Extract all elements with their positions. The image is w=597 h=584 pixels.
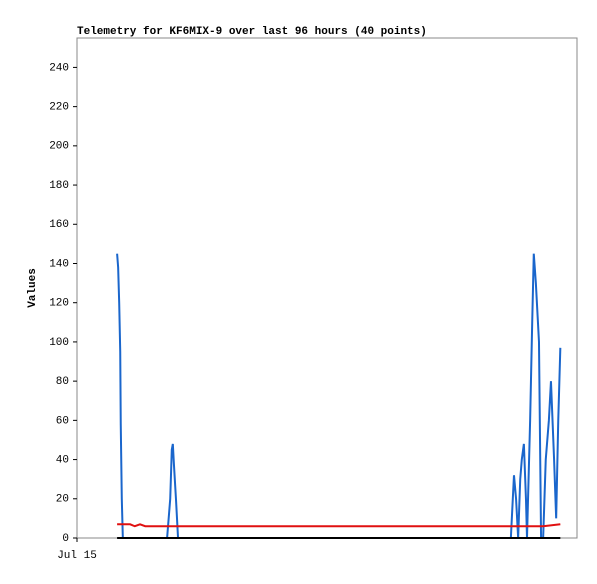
chart-title: Telemetry for KF6MIX-9 over last 96 hour…	[77, 26, 427, 38]
y-tick-label: 20	[56, 494, 69, 506]
series-line	[116, 253, 562, 539]
y-tick-label: 160	[49, 219, 69, 231]
y-tick-label: 220	[49, 102, 69, 114]
y-tick-label: 140	[49, 258, 69, 270]
y-tick-label: 40	[56, 454, 69, 466]
y-tick-label: 80	[56, 376, 69, 388]
series-line	[117, 523, 561, 528]
y-axis-label: Values	[27, 268, 39, 308]
plot-frame	[76, 37, 578, 539]
x-tick-label: Jul 15	[57, 550, 97, 562]
y-tick-label: 240	[49, 62, 69, 74]
y-tick-label: 0	[62, 533, 69, 545]
y-tick-label: 120	[49, 298, 69, 310]
y-tick-label: 100	[49, 337, 69, 349]
y-tick-label: 60	[56, 415, 69, 427]
y-tick-label: 200	[49, 141, 69, 153]
y-tick-label: 180	[49, 180, 69, 192]
